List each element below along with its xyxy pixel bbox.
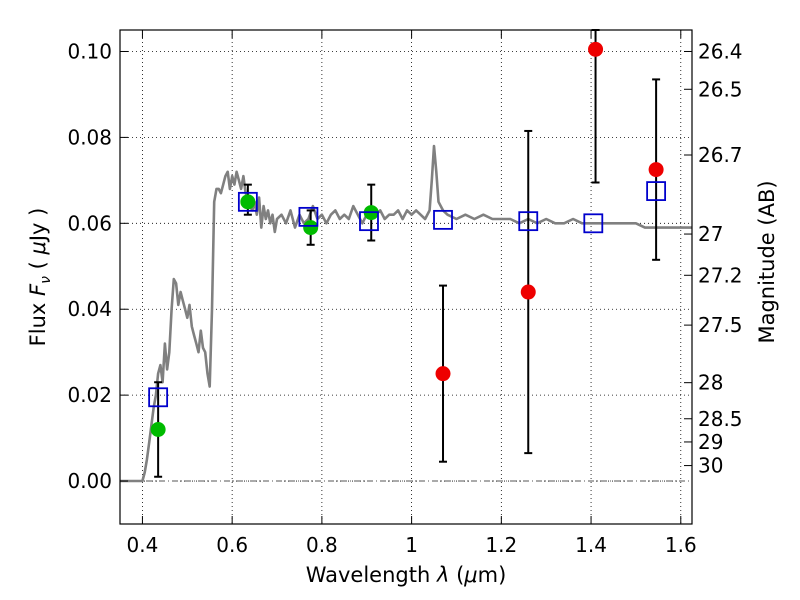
y-tick-label: 0.06 — [67, 211, 112, 235]
y-tick-label: 0.02 — [67, 383, 112, 407]
square-marker — [148, 387, 169, 408]
mag-tick-label: 29 — [698, 430, 723, 454]
red-point — [648, 162, 664, 178]
mag-tick-label: 30 — [698, 454, 723, 478]
mag-tick-label: 27.2 — [698, 263, 743, 287]
mag-tick-label: 26.5 — [698, 77, 743, 101]
y-tick-label: 0.00 — [67, 469, 112, 493]
square-marker — [359, 211, 379, 232]
x-tick-label: 0.4 — [127, 533, 159, 557]
square-marker — [237, 191, 258, 212]
y-tick-label: 0.10 — [67, 39, 112, 63]
mag-tick-label: 27.5 — [698, 313, 743, 337]
x-tick-label: 1 — [405, 533, 418, 557]
square-marker — [646, 181, 667, 201]
y-tick-label: 0.04 — [67, 297, 112, 321]
x-tick-label: 1.4 — [575, 533, 607, 557]
green-point — [303, 220, 319, 236]
axis-ticks: 0.4 0.6 0.8 1 1.2 1.4 1.6 0.00 0.02 0.04 0.06 0.08 0… — [67, 30, 743, 557]
mag-tick-label: 26.4 — [698, 39, 743, 63]
grid — [120, 30, 692, 524]
x-tick-label: 0.6 — [216, 533, 248, 557]
square-marker — [433, 209, 453, 230]
x-tick-label: 1.6 — [665, 533, 697, 557]
green-point — [240, 194, 256, 210]
mag-tick-label: 27 — [698, 222, 723, 246]
y2-axis-label: Magnitude (AB) — [755, 180, 779, 343]
square-marker — [583, 213, 604, 234]
square-marker — [298, 206, 319, 227]
y-tick-label: 0.08 — [67, 125, 112, 149]
green-point — [150, 421, 166, 437]
plot-frame — [119, 29, 693, 525]
error-bars — [154, 29, 661, 478]
red-point — [520, 284, 536, 300]
red-point — [435, 366, 451, 382]
model-line — [120, 144, 692, 483]
x-tick-label: 0.8 — [306, 533, 338, 557]
mag-tick-label: 28.5 — [698, 407, 743, 431]
square-marker — [518, 211, 539, 232]
y-axis-label: Flux Fν ( μJy ) — [26, 208, 54, 347]
mag-tick-label: 26.7 — [698, 143, 743, 167]
x-tick-label: 1.2 — [485, 533, 517, 557]
red-point — [588, 41, 604, 57]
x-axis-label: Wavelength λ (μm) — [306, 563, 507, 587]
mag-tick-label: 28 — [698, 371, 723, 395]
model-spectrum — [120, 144, 692, 483]
data-markers — [148, 41, 667, 437]
